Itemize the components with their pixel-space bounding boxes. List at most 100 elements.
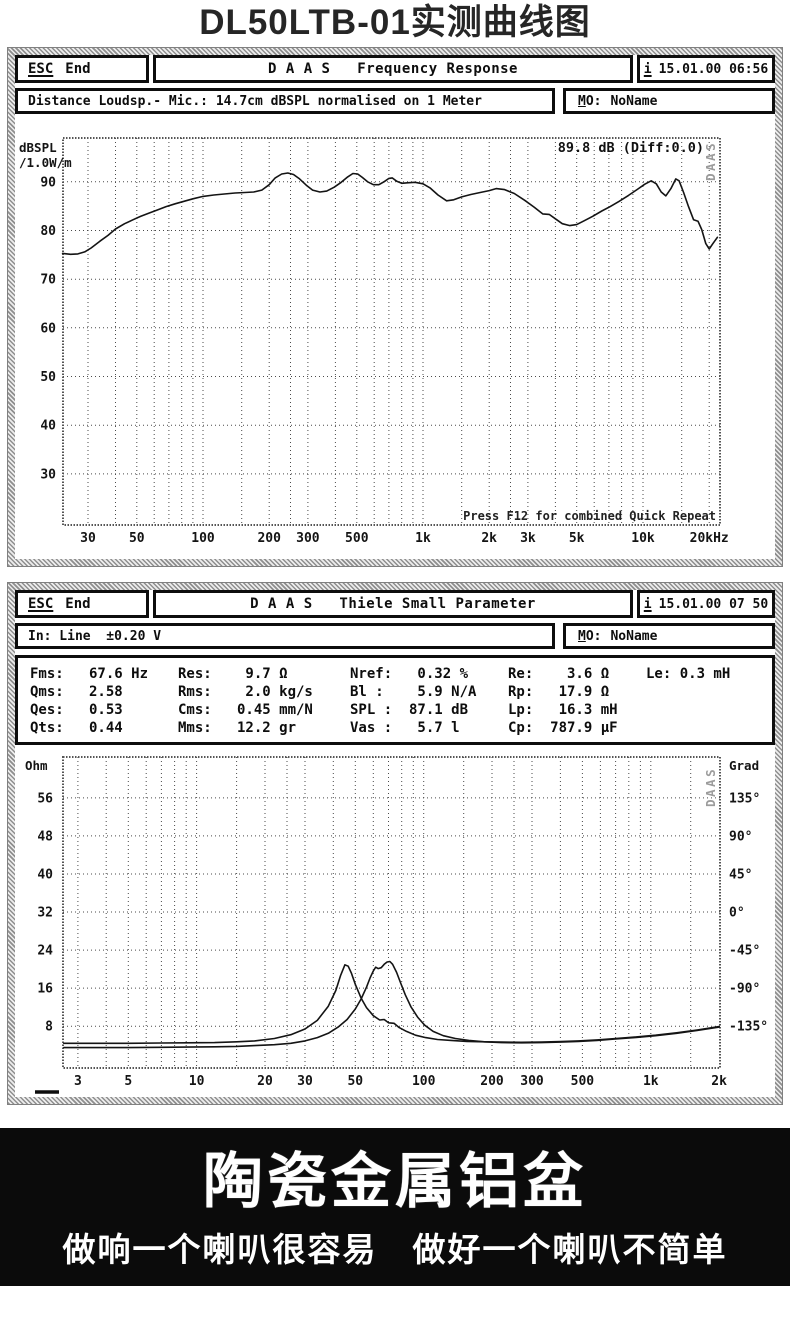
esc-key-label: ESC [28,596,54,612]
ts-param-row: Qms: 2.58 Rms: 2.0 kg/s Bl : 5.9 N/A Rp: 17… [30,683,760,701]
ts-param-cell: Re: 3.6 Ω [508,666,610,682]
ts-param-row: Qes: 0.53 Cms: 0.45 mm/N SPL : 87.1 dB Lp: … [30,701,760,719]
fr-chart-svg: 30 40 50 60 70 80 90 30 50 100 200 300 500 1k 2k 3k 5k 10… [19,137,729,546]
ts-input-subtitle: In: Line ±0.20 V [15,623,555,649]
tick-label: 16 [37,982,53,997]
tick-label: 1k [643,1074,659,1089]
daas-watermark-icon: DAAS [703,141,718,181]
cutoff-text-line: 做响一个喇叭很容易 做好一个喇叭不简单 [0,1286,790,1318]
frequency-response-panel: ESC End D A A S Frequency Response i 15.01… [8,48,782,566]
ts-param-cell: Rp: 17.9 Ω [508,684,610,700]
esc-end-button[interactable]: ESC End [15,590,149,618]
frequency-response-chart: 30 40 50 60 70 80 90 30 50 100 200 300 500 1k 2k 3k 5k 10… [15,120,775,558]
ts-param-cell: Res: 9.7 Ω [178,666,288,682]
tick-label: 5k [569,531,585,546]
tick-label: 45° [729,868,752,883]
ts-window-title: D A A S Thiele Small Parameter [153,590,633,618]
ts-param-cell [646,719,760,737]
tick-label: 30 [297,1074,313,1089]
tick-label: 20kHz [690,531,729,546]
tick-label: 48 [37,829,53,844]
tick-label: 500 [345,531,369,546]
plot-frame [62,137,721,526]
tick-label: -90° [729,982,760,997]
tick-label: 50 [40,370,56,385]
ts-param-cell: Cp: 787.9 µF [508,720,618,736]
cutoff-text: 做响一个喇叭很容易 做好一个喇叭不简单 [0,1309,790,1318]
tick-label: 300 [520,1074,544,1089]
timestamp: 15.01.00 07 50 [658,596,769,612]
ts-param-cell: Fms: 67.6 Hz [30,666,149,682]
plot-frame [62,756,721,1069]
mo-value: NoName [610,628,658,644]
ts-param-cell: Vas : 5.7 l [350,720,460,736]
esc-key-label: ESC [28,61,54,77]
tick-label: 90° [729,829,752,844]
esc-end-button[interactable]: ESC End [15,55,149,83]
tick-label: 2k [481,531,497,546]
mo-value: NoName [610,93,658,109]
fr-window-title: D A A S Frequency Response [153,55,633,83]
ts-param-cell: Le: 0.3 mH [646,666,731,682]
ts-mo-field[interactable]: MO: NoName [563,623,775,649]
ts-parameters-table: Fms: 67.6 Hz Res: 9.7 Ω Nref: 0.32 % Re: 3.… [15,655,775,745]
tick-label: -135° [729,1020,768,1035]
info-key: i [643,61,652,77]
tick-label: 8 [45,1020,53,1035]
ts-param-cell: Cms: 0.45 mm/N [178,702,313,718]
tick-label: 40 [37,868,53,883]
fr-mo-field[interactable]: MO: NoName [563,88,775,114]
tick-label: 20 [257,1074,273,1089]
spl-curve [61,172,719,256]
impedance-chart-svg: 8 -135° 16 -90° 24 -45° 32 0° 40 45° 48 90° 56 135° 3 5… [25,756,768,1094]
tick-label: 200 [480,1074,504,1089]
fr-measurement-subtitle: Distance Loudsp.- Mic.: 14.7cm dBSPL nor… [15,88,555,114]
fr-info-timestamp[interactable]: i 15.01.00 06:56 [637,55,775,83]
ts-param-cell: SPL : 87.1 dB [350,702,469,718]
tick-label: 5 [124,1074,132,1089]
tick-label: 50 [347,1074,363,1089]
mo-key: MO: [578,93,602,109]
ts-param-cell: Qes: 0.53 [30,702,123,718]
tick-label: 80 [40,224,56,239]
ts-info-timestamp[interactable]: i 15.01.00 07 50 [637,590,775,618]
tick-label: 10 [189,1074,205,1089]
tick-label: -45° [729,944,760,959]
end-label: End [65,596,91,612]
tick-label: 100 [412,1074,436,1089]
fr-subheader-row: Distance Loudsp.- Mic.: 14.7cm dBSPL nor… [15,88,775,114]
y-axis-unit-label: dBSPL [19,140,57,155]
tick-label: 200 [257,531,281,546]
fr-header-row: ESC End D A A S Frequency Response i 15.01… [15,55,775,83]
end-label: End [65,61,91,77]
daas-watermark-icon: DAAS [703,767,718,807]
tick-label: 2k [711,1074,727,1089]
ts-param-cell [646,701,760,719]
tick-label: 30 [40,467,56,482]
ts-param-cell: Qms: 2.58 [30,684,123,700]
ts-param-cell: Lp: 16.3 mH [508,702,618,718]
tick-label: 0° [729,906,745,921]
ts-param-cell: Rms: 2.0 kg/s [178,684,313,700]
tick-label: 32 [37,906,53,921]
tick-label: 500 [571,1074,595,1089]
tick-label: 100 [191,531,215,546]
ts-param-row: Qts: 0.44 Mms: 12.2 gr Vas : 5.7 l Cp: 787.… [30,719,760,737]
timestamp: 15.01.00 06:56 [658,61,769,77]
tick-label: 60 [40,321,56,336]
ts-param-cell: Qts: 0.44 [30,720,123,736]
ts-param-row: Fms: 67.6 Hz Res: 9.7 Ω Nref: 0.32 % Re: 3.… [30,665,760,683]
tick-label: 10k [631,531,655,546]
info-key: i [643,596,652,612]
ts-param-cell [646,683,760,701]
tick-label: 1k [415,531,431,546]
ts-param-cell: Nref: 0.32 % [350,666,469,682]
promo-banner: 陶瓷金属铝盆 做响一个喇叭很容易 做好一个喇叭不简单 [0,1128,790,1286]
tick-label: 30 [80,531,96,546]
mo-key: MO: [578,628,602,644]
ts-param-cell: Mms: 12.2 gr [178,720,297,736]
impedance-phase-chart: 8 -135° 16 -90° 24 -45° 32 0° 40 45° 48 90° 56 135° 3 5… [15,755,775,1101]
